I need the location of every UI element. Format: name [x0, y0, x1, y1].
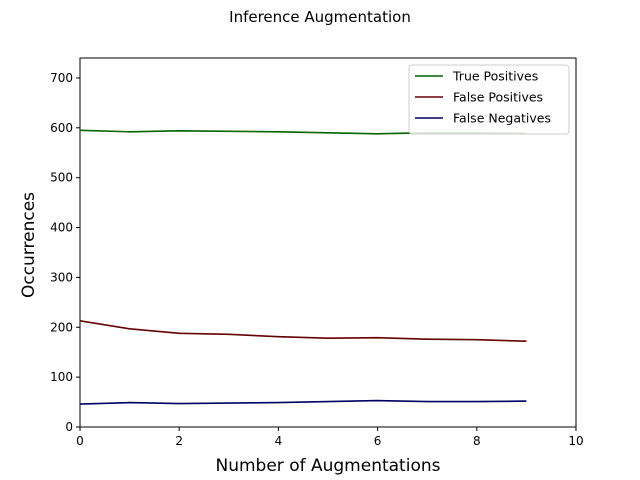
- chart-title: Inference Augmentation: [229, 8, 411, 26]
- legend-label: True Positives: [452, 69, 538, 84]
- x-tick-label: 4: [275, 434, 283, 448]
- y-tick-label: 200: [50, 320, 73, 334]
- y-tick-label: 0: [65, 420, 73, 434]
- y-tick-label: 300: [50, 270, 73, 284]
- plot-frame: [79, 57, 577, 428]
- series-line-false-negatives: [79, 399, 527, 405]
- legend-box: [408, 64, 570, 135]
- legend-label: False Positives: [453, 90, 543, 105]
- legend: True Positives False Positives False Negat…: [408, 64, 570, 135]
- y-axis: 0 100 200 300 400 500 600 700: [50, 71, 80, 434]
- y-tick-label: 700: [50, 71, 73, 85]
- plot-area: [79, 57, 577, 428]
- y-axis-label: Occurrences: [19, 192, 39, 298]
- series-layer: [79, 129, 527, 405]
- x-tick-label: 10: [568, 434, 583, 448]
- x-tick-label: 2: [175, 434, 183, 448]
- x-tick-label: 6: [374, 434, 382, 448]
- y-tick-label: 100: [50, 370, 73, 384]
- x-axis-label: Number of Augmentations: [216, 456, 441, 476]
- series-line-false-positives: [79, 320, 527, 342]
- legend-label: False Negatives: [453, 111, 551, 126]
- x-tick-label: 8: [473, 434, 481, 448]
- x-tick-label: 0: [76, 434, 84, 448]
- y-tick-label: 500: [50, 171, 73, 185]
- y-tick-label: 600: [50, 121, 73, 135]
- y-tick-label: 400: [50, 221, 73, 235]
- x-axis: 0 2 4 6 8 10: [76, 427, 584, 448]
